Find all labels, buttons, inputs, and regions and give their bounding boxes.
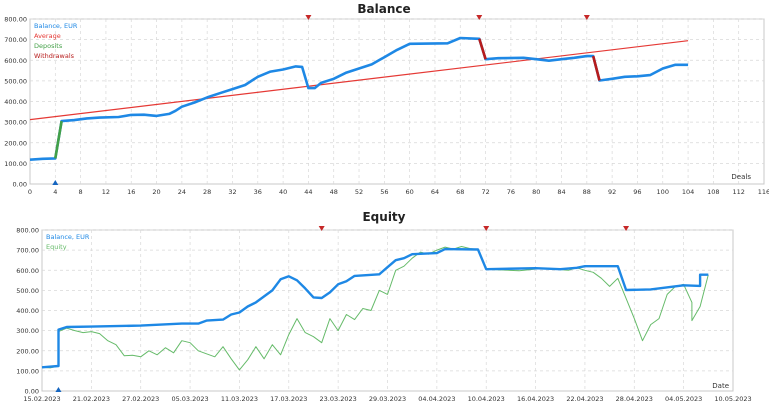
balance-chart-title: Balance: [357, 2, 410, 16]
withdrawal-marker-icon: [623, 226, 630, 231]
y-tick-label: 300.00: [4, 119, 27, 127]
x-tick-label: 8: [79, 188, 83, 196]
x-tick-label: 28: [203, 188, 211, 196]
withdrawal-marker-icon: [305, 15, 312, 20]
x-tick-label: 11.03.2023: [221, 395, 258, 403]
x-tick-label: 17.03.2023: [270, 395, 307, 403]
x-tick-label: 88: [583, 188, 591, 196]
x-tick-label: 28.04.2023: [616, 395, 653, 403]
x-tick-label: 16: [127, 188, 135, 196]
legend-entry: Average: [34, 32, 61, 40]
x-tick-label: 96: [633, 188, 641, 196]
balance-line: [29, 36, 689, 161]
x-tick-label: 72: [481, 188, 489, 196]
deposit-segment: [54, 120, 63, 159]
legend-entry: Withdrawals: [34, 52, 75, 60]
legend-entry: Equity: [46, 243, 67, 251]
x-tick-label: 36: [254, 188, 262, 196]
y-tick-label: 400.00: [4, 98, 27, 106]
x-tick-label: 48: [330, 188, 338, 196]
withdrawal-segment: [591, 55, 601, 81]
balance-chart: Balance 0.00 100.00 200.00 300.00 400.00 500.…: [4, 2, 769, 196]
y-tick-label: 200.00: [4, 139, 27, 147]
equity-x-axis-label: Date: [712, 382, 729, 390]
x-tick-label: 64: [431, 188, 439, 196]
x-tick-label: 04.04.2023: [418, 395, 455, 403]
balance-line: [41, 247, 709, 369]
y-tick-label: 600.00: [16, 267, 39, 275]
x-tick-label: 52: [355, 188, 363, 196]
y-tick-label: 0.00: [13, 181, 27, 189]
y-tick-label: 100.00: [16, 367, 39, 375]
x-tick-label: 21.02.2023: [73, 395, 110, 403]
x-tick-label: 04.05.2023: [665, 395, 702, 403]
x-tick-label: 80: [532, 188, 540, 196]
x-tick-label: 16.04.2023: [517, 395, 554, 403]
x-tick-label: 29.03.2023: [369, 395, 406, 403]
x-tick-label: 05.03.2023: [171, 395, 208, 403]
x-tick-label: 100: [657, 188, 669, 196]
legend-entry: Balance, EUR: [34, 22, 78, 30]
x-tick-label: 27.02.2023: [122, 395, 159, 403]
withdrawal-marker-icon: [318, 226, 325, 231]
x-tick-label: 116: [758, 188, 769, 196]
withdrawal-marker-icon: [476, 15, 483, 20]
legend-entry: Deposits: [34, 42, 63, 50]
x-tick-label: 0: [28, 188, 32, 196]
x-tick-label: 44: [304, 188, 312, 196]
x-tick-label: 10.05.2023: [714, 395, 751, 403]
legend-entry: Balance, EUR: [46, 233, 90, 241]
y-tick-label: 300.00: [16, 327, 39, 335]
y-tick-label: 400.00: [16, 307, 39, 315]
withdrawal-marker-icon: [483, 226, 490, 231]
x-tick-label: 40: [279, 188, 287, 196]
x-tick-label: 22.04.2023: [566, 395, 603, 403]
x-tick-label: 15.02.2023: [23, 395, 60, 403]
y-tick-label: 800.00: [4, 16, 27, 24]
balance-x-axis-label: Deals: [731, 173, 751, 181]
x-tick-label: 23.03.2023: [320, 395, 357, 403]
x-tick-label: 10.04.2023: [468, 395, 505, 403]
x-tick-label: 108: [707, 188, 719, 196]
equity-line: [41, 246, 709, 371]
y-tick-label: 700.00: [16, 247, 39, 255]
x-tick-label: 56: [380, 188, 388, 196]
x-tick-label: 104: [682, 188, 694, 196]
x-tick-label: 76: [507, 188, 515, 196]
x-tick-label: 32: [228, 188, 236, 196]
x-tick-label: 24: [178, 188, 186, 196]
x-tick-label: 68: [456, 188, 464, 196]
x-tick-label: 92: [608, 188, 616, 196]
withdrawal-marker-icon: [583, 15, 590, 20]
y-tick-label: 600.00: [4, 57, 27, 65]
y-tick-label: 500.00: [16, 287, 39, 295]
deposit-marker-icon: [52, 180, 59, 185]
x-tick-label: 84: [557, 188, 565, 196]
x-tick-label: 60: [406, 188, 414, 196]
y-tick-label: 200.00: [16, 347, 39, 355]
y-tick-label: 500.00: [4, 77, 27, 85]
equity-chart-title: Equity: [362, 210, 405, 224]
equity-chart: Equity 0.00 100.00 200.00 300.00 400.00 500.0…: [16, 210, 751, 403]
y-tick-label: 100.00: [4, 160, 27, 168]
x-tick-label: 12: [102, 188, 110, 196]
x-tick-label: 112: [732, 188, 744, 196]
average-line: [29, 40, 689, 121]
y-tick-label: 800.00: [16, 227, 39, 235]
x-tick-label: 4: [53, 188, 57, 196]
x-tick-label: 20: [152, 188, 160, 196]
y-tick-label: 700.00: [4, 36, 27, 44]
y-tick-label: 0.00: [25, 388, 39, 396]
withdrawal-segment: [478, 38, 487, 60]
deposit-marker-icon: [55, 387, 62, 392]
